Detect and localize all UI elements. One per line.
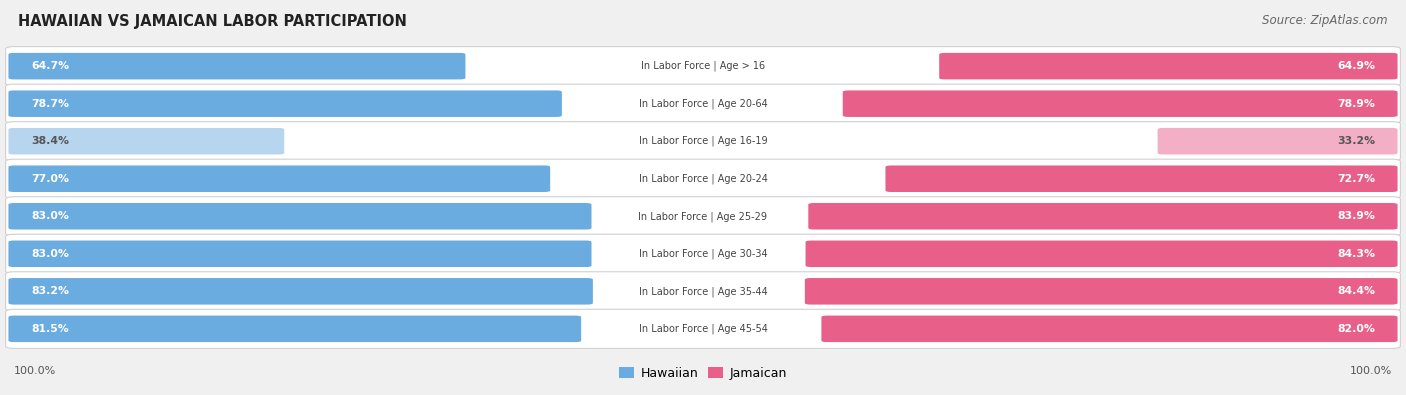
- Text: In Labor Force | Age 20-24: In Labor Force | Age 20-24: [638, 173, 768, 184]
- FancyBboxPatch shape: [8, 316, 581, 342]
- FancyBboxPatch shape: [8, 90, 562, 117]
- FancyBboxPatch shape: [6, 122, 1400, 161]
- FancyBboxPatch shape: [6, 272, 1400, 311]
- Text: 78.7%: 78.7%: [31, 99, 69, 109]
- Text: Source: ZipAtlas.com: Source: ZipAtlas.com: [1263, 14, 1388, 27]
- FancyBboxPatch shape: [842, 90, 1398, 117]
- Text: 38.4%: 38.4%: [31, 136, 69, 146]
- Text: In Labor Force | Age 20-64: In Labor Force | Age 20-64: [638, 98, 768, 109]
- Text: In Labor Force | Age > 16: In Labor Force | Age > 16: [641, 61, 765, 71]
- Text: 64.7%: 64.7%: [31, 61, 69, 71]
- Text: 83.0%: 83.0%: [31, 249, 69, 259]
- FancyBboxPatch shape: [6, 47, 1400, 86]
- Text: In Labor Force | Age 45-54: In Labor Force | Age 45-54: [638, 324, 768, 334]
- Text: 100.0%: 100.0%: [1350, 366, 1392, 376]
- Text: In Labor Force | Age 30-34: In Labor Force | Age 30-34: [638, 248, 768, 259]
- FancyBboxPatch shape: [6, 197, 1400, 236]
- Text: In Labor Force | Age 16-19: In Labor Force | Age 16-19: [638, 136, 768, 147]
- Text: 64.9%: 64.9%: [1337, 61, 1375, 71]
- Text: 33.2%: 33.2%: [1337, 136, 1375, 146]
- FancyBboxPatch shape: [8, 128, 284, 154]
- FancyBboxPatch shape: [6, 309, 1400, 348]
- FancyBboxPatch shape: [806, 241, 1398, 267]
- Text: In Labor Force | Age 35-44: In Labor Force | Age 35-44: [638, 286, 768, 297]
- Text: 84.4%: 84.4%: [1337, 286, 1375, 296]
- Text: 77.0%: 77.0%: [31, 174, 69, 184]
- Text: 78.9%: 78.9%: [1337, 99, 1375, 109]
- FancyBboxPatch shape: [886, 166, 1398, 192]
- FancyBboxPatch shape: [8, 203, 592, 229]
- Text: 100.0%: 100.0%: [14, 366, 56, 376]
- Legend: Hawaiian, Jamaican: Hawaiian, Jamaican: [614, 362, 792, 385]
- FancyBboxPatch shape: [808, 203, 1398, 229]
- Text: 83.2%: 83.2%: [31, 286, 69, 296]
- FancyBboxPatch shape: [8, 278, 593, 305]
- Text: 82.0%: 82.0%: [1337, 324, 1375, 334]
- Text: 84.3%: 84.3%: [1337, 249, 1375, 259]
- FancyBboxPatch shape: [8, 53, 465, 79]
- Text: 72.7%: 72.7%: [1337, 174, 1375, 184]
- FancyBboxPatch shape: [6, 84, 1400, 123]
- FancyBboxPatch shape: [939, 53, 1398, 79]
- FancyBboxPatch shape: [804, 278, 1398, 305]
- FancyBboxPatch shape: [1157, 128, 1398, 154]
- Text: 83.0%: 83.0%: [31, 211, 69, 221]
- Text: HAWAIIAN VS JAMAICAN LABOR PARTICIPATION: HAWAIIAN VS JAMAICAN LABOR PARTICIPATION: [18, 14, 408, 29]
- FancyBboxPatch shape: [8, 166, 550, 192]
- FancyBboxPatch shape: [6, 234, 1400, 273]
- Text: 81.5%: 81.5%: [31, 324, 69, 334]
- Text: 83.9%: 83.9%: [1337, 211, 1375, 221]
- Text: In Labor Force | Age 25-29: In Labor Force | Age 25-29: [638, 211, 768, 222]
- FancyBboxPatch shape: [6, 159, 1400, 198]
- FancyBboxPatch shape: [821, 316, 1398, 342]
- FancyBboxPatch shape: [8, 241, 592, 267]
